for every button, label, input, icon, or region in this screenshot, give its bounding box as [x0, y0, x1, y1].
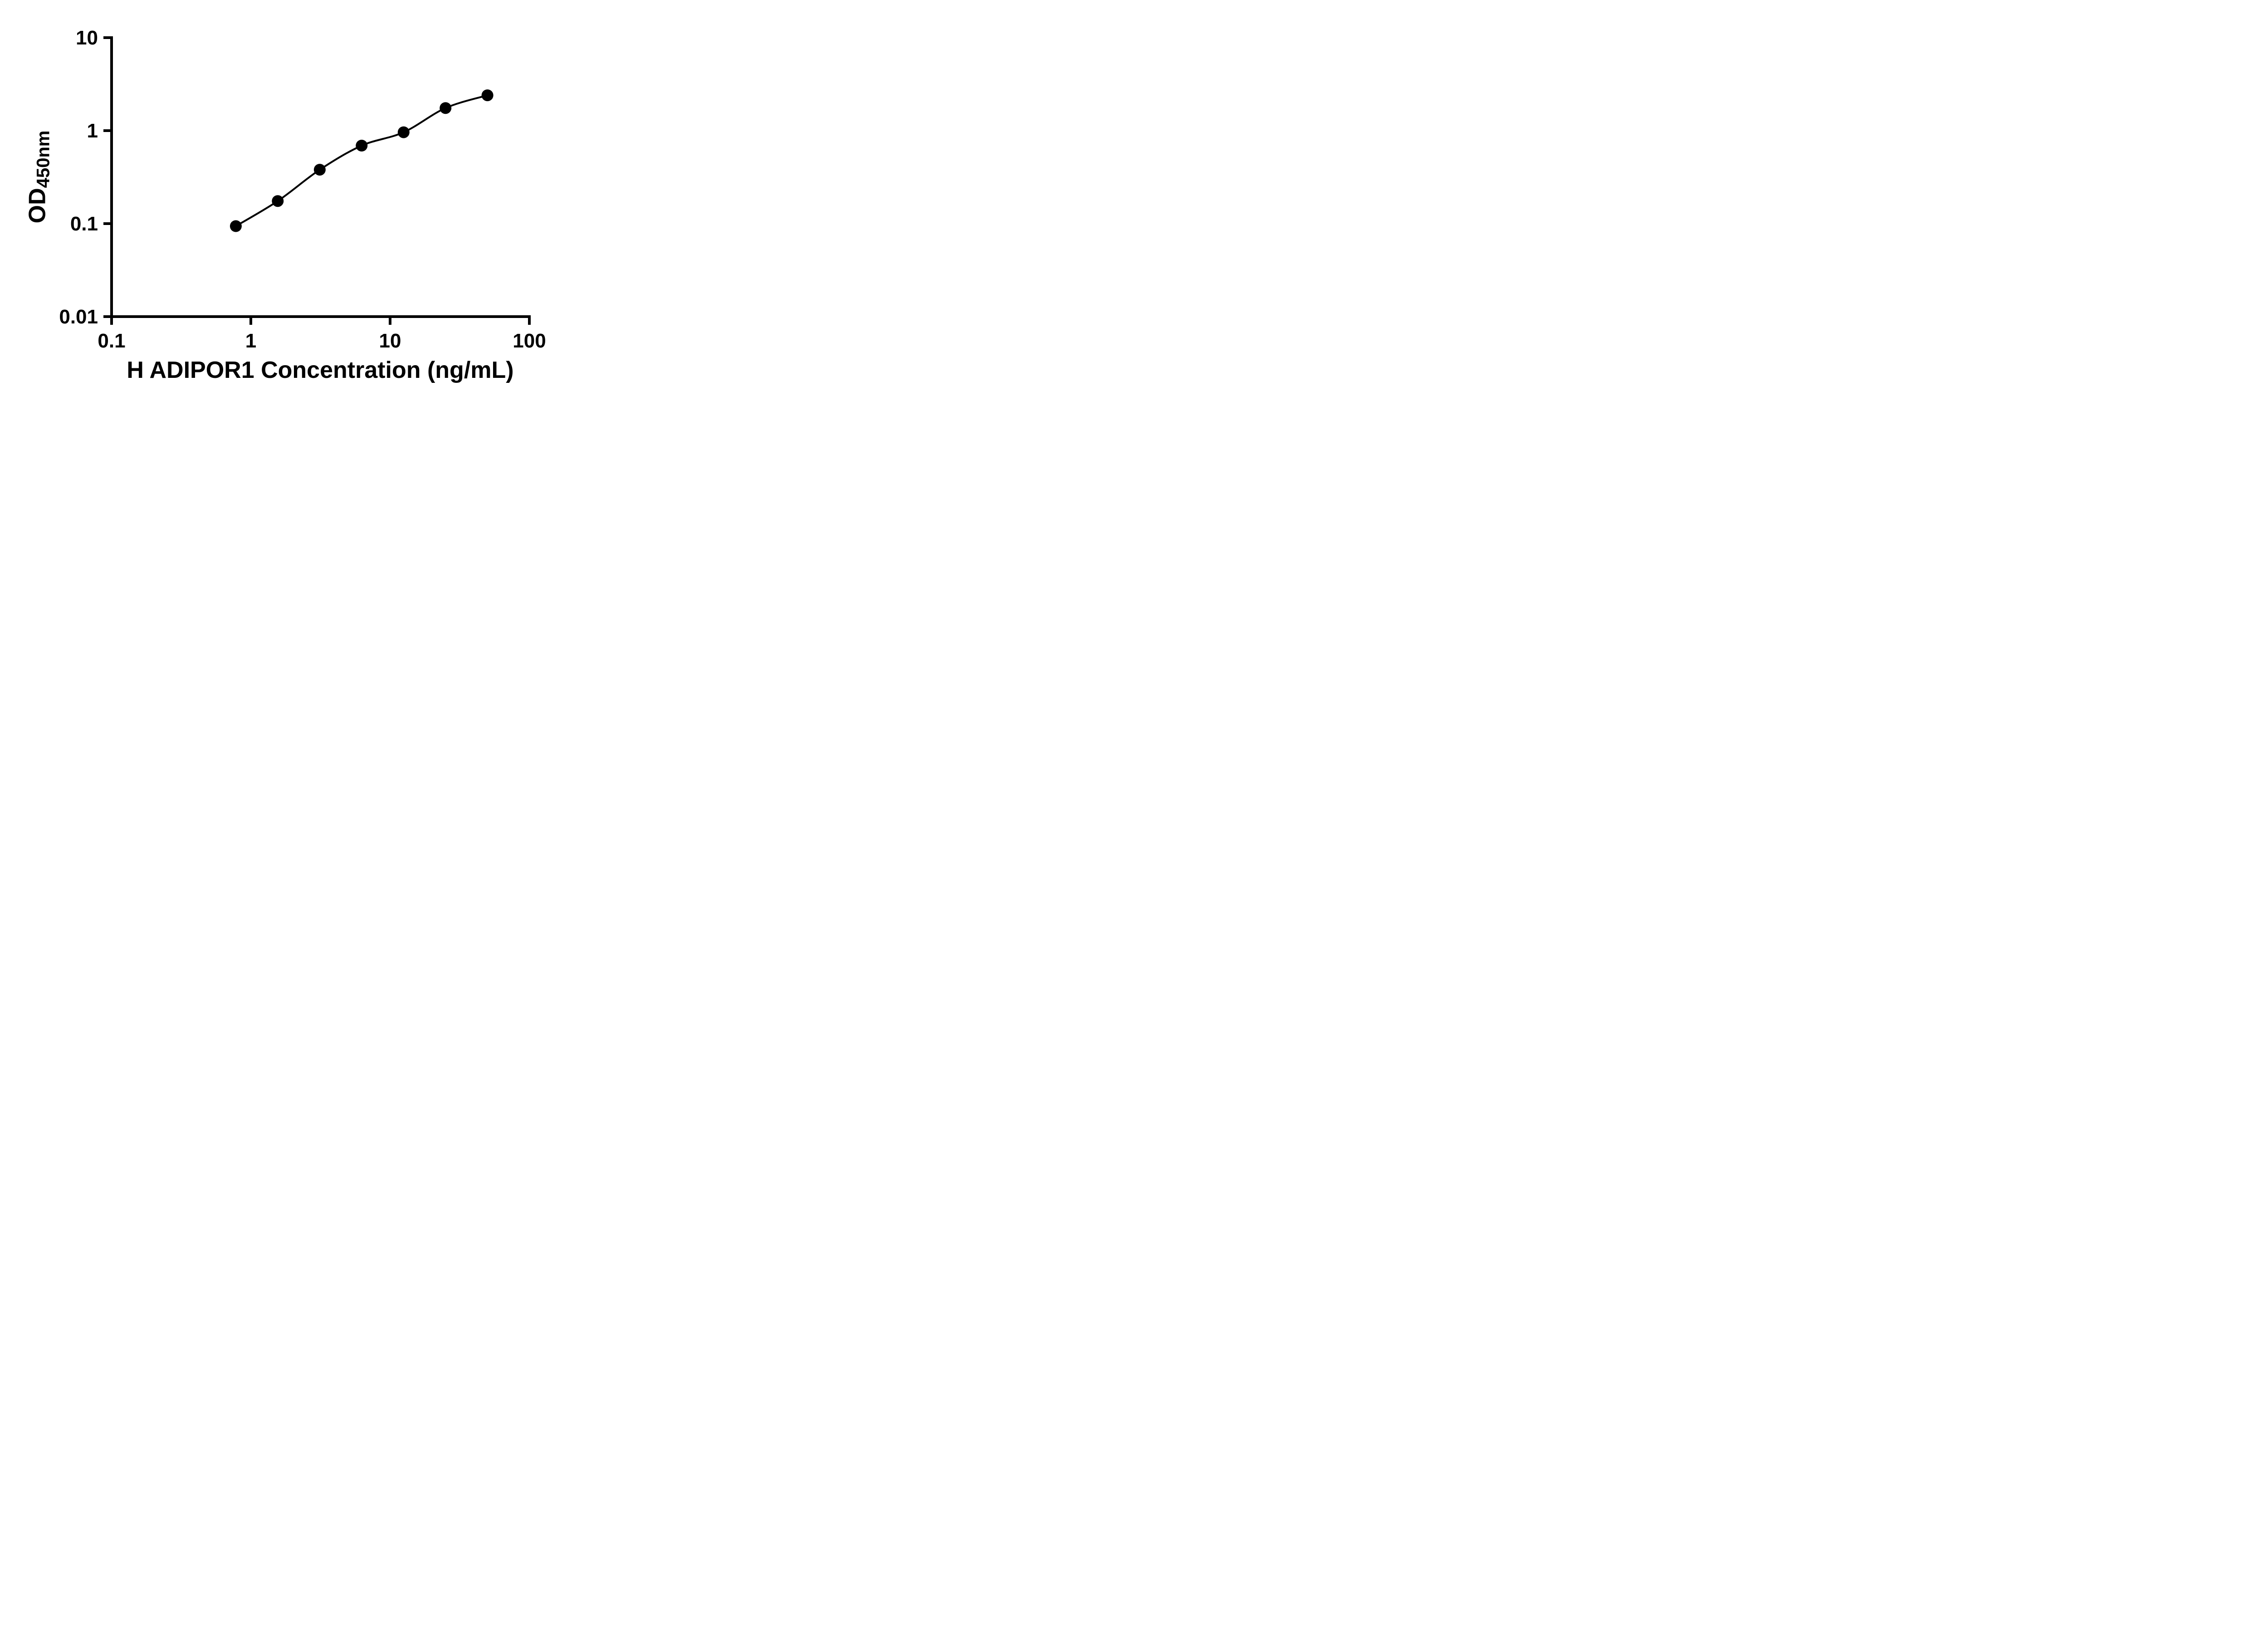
axes-spine: [110, 36, 531, 318]
x-axis-title: H ADIPOR1 Concentration (ng/mL): [127, 357, 514, 383]
data-point: [440, 102, 452, 114]
y-axis-tick-label: 0.01: [59, 306, 98, 328]
elisa-standard-curve-figure: 0.1 1 10 100 0.01 0.1 1 10 OD450nm H ADIPOR1 Co…: [0, 0, 583, 408]
y-axis-title-subscript: 450nm: [33, 130, 54, 188]
data-point: [397, 126, 410, 138]
y-axis-title-main: OD: [24, 188, 51, 224]
data-point: [230, 220, 242, 232]
x-axis-tick-label: 1: [245, 330, 256, 352]
x-axis-tick-label: 100: [513, 330, 546, 352]
data-point: [356, 140, 368, 152]
data-point: [481, 89, 494, 102]
y-axis-title: OD450nm: [24, 130, 54, 224]
y-axis-tick-label: 0.1: [70, 213, 98, 235]
x-axis-tick-label: 0.1: [98, 330, 125, 352]
y-axis-tick-label: 10: [76, 27, 98, 49]
fit-curve: [235, 94, 488, 227]
data-point: [313, 164, 326, 176]
data-point: [272, 195, 284, 207]
y-axis-tick-label: 1: [87, 120, 98, 142]
x-axis-tick-label: 10: [379, 330, 401, 352]
